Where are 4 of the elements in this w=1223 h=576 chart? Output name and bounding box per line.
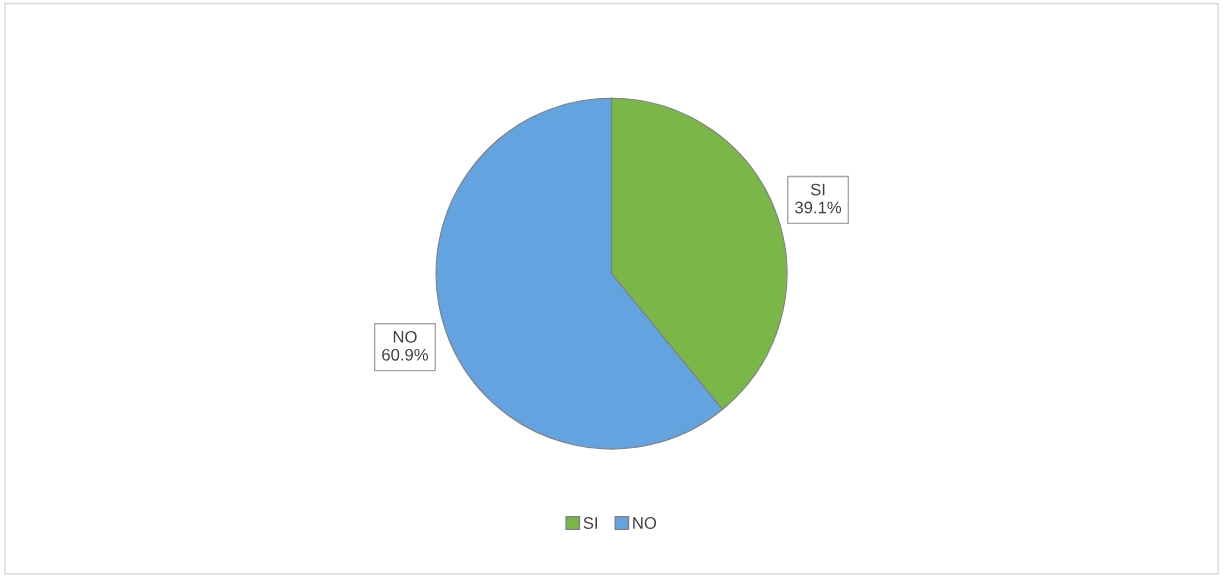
data-label: NO 60.9% [382, 330, 428, 361]
data-label: SI 39.1% [795, 183, 842, 214]
legend-label: SI [583, 517, 597, 529]
legend-label: NO [633, 517, 657, 529]
